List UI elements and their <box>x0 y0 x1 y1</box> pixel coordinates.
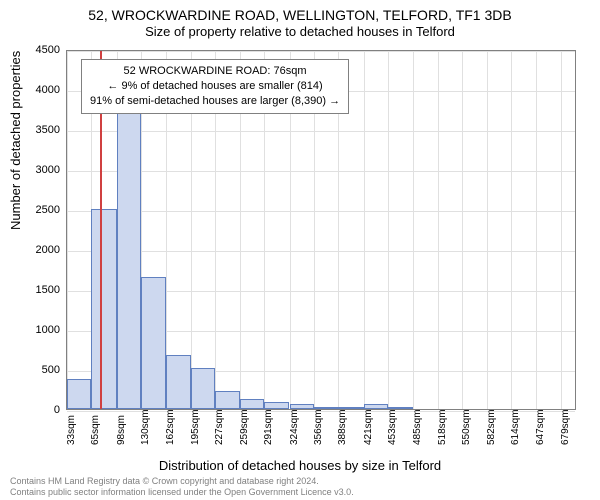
y-tick-label: 4000 <box>24 84 60 96</box>
x-tick-label: 291sqm <box>263 415 274 445</box>
x-tick-label: 65sqm <box>90 415 101 445</box>
annotation-line1: 52 WROCKWARDINE ROAD: 76sqm <box>90 64 340 79</box>
x-tick-label: 582sqm <box>486 415 497 445</box>
x-tick-label: 679sqm <box>560 415 571 445</box>
x-tick-label: 195sqm <box>190 415 201 445</box>
x-tick-label: 518sqm <box>437 415 448 445</box>
x-tick-label: 324sqm <box>289 415 300 445</box>
gridline-v <box>413 51 414 409</box>
y-tick-label: 3000 <box>24 164 60 176</box>
gridline-h <box>67 171 575 172</box>
x-tick-label: 485sqm <box>412 415 423 445</box>
x-tick-label: 550sqm <box>461 415 472 445</box>
x-tick-label: 162sqm <box>165 415 176 445</box>
y-tick-label: 2000 <box>24 244 60 256</box>
gridline-h <box>67 211 575 212</box>
x-tick-label: 421sqm <box>363 415 374 445</box>
histogram-bar <box>166 355 191 409</box>
x-axis-label: Distribution of detached houses by size … <box>0 458 600 473</box>
y-tick-label: 4500 <box>24 44 60 56</box>
gridline-v <box>536 51 537 409</box>
x-tick-label: 647sqm <box>535 415 546 445</box>
gridline-v <box>67 51 68 409</box>
footer-line1: Contains HM Land Registry data © Crown c… <box>10 476 354 487</box>
histogram-bar <box>117 95 141 409</box>
footer-line2: Contains public sector information licen… <box>10 487 354 498</box>
gridline-v <box>438 51 439 409</box>
histogram-bar <box>290 404 314 409</box>
y-tick-label: 2500 <box>24 204 60 216</box>
annotation-line3: 91% of semi-detached houses are larger (… <box>90 94 340 109</box>
gridline-v <box>388 51 389 409</box>
y-tick-label: 500 <box>24 364 60 376</box>
gridline-v <box>364 51 365 409</box>
y-tick-label: 1000 <box>24 324 60 336</box>
gridline-v <box>487 51 488 409</box>
chart-subtitle: Size of property relative to detached ho… <box>0 24 600 41</box>
x-tick-label: 227sqm <box>214 415 225 445</box>
x-tick-label: 388sqm <box>337 415 348 445</box>
histogram-bar <box>215 391 239 409</box>
histogram-bar <box>264 402 289 409</box>
histogram-bar <box>191 368 215 409</box>
x-tick-label: 453sqm <box>387 415 398 445</box>
y-tick-label: 3500 <box>24 124 60 136</box>
gridline-v <box>511 51 512 409</box>
y-tick-label: 0 <box>24 404 60 416</box>
footer-attribution: Contains HM Land Registry data © Crown c… <box>10 476 354 498</box>
chart-title: 52, WROCKWARDINE ROAD, WELLINGTON, TELFO… <box>0 6 600 24</box>
histogram-bar <box>141 277 165 409</box>
annotation-line2: ← 9% of detached houses are smaller (814… <box>90 79 340 94</box>
x-tick-label: 614sqm <box>510 415 521 445</box>
y-axis-label: Number of detached properties <box>8 51 23 230</box>
histogram-bar <box>240 399 264 409</box>
histogram-bar <box>91 209 116 409</box>
gridline-v <box>561 51 562 409</box>
histogram-bar <box>67 379 91 409</box>
annotation-box: 52 WROCKWARDINE ROAD: 76sqm← 9% of detac… <box>81 59 349 114</box>
histogram-bar <box>364 404 388 409</box>
x-tick-label: 356sqm <box>313 415 324 445</box>
gridline-h <box>67 51 575 52</box>
gridline-v <box>462 51 463 409</box>
y-tick-label: 1500 <box>24 284 60 296</box>
gridline-h <box>67 131 575 132</box>
plot-area: 52 WROCKWARDINE ROAD: 76sqm← 9% of detac… <box>66 50 576 410</box>
x-tick-label: 33sqm <box>66 415 77 445</box>
chart-title-block: 52, WROCKWARDINE ROAD, WELLINGTON, TELFO… <box>0 0 600 41</box>
x-tick-label: 259sqm <box>239 415 250 445</box>
x-tick-label: 130sqm <box>140 415 151 445</box>
x-tick-label: 98sqm <box>116 415 127 445</box>
gridline-h <box>67 251 575 252</box>
